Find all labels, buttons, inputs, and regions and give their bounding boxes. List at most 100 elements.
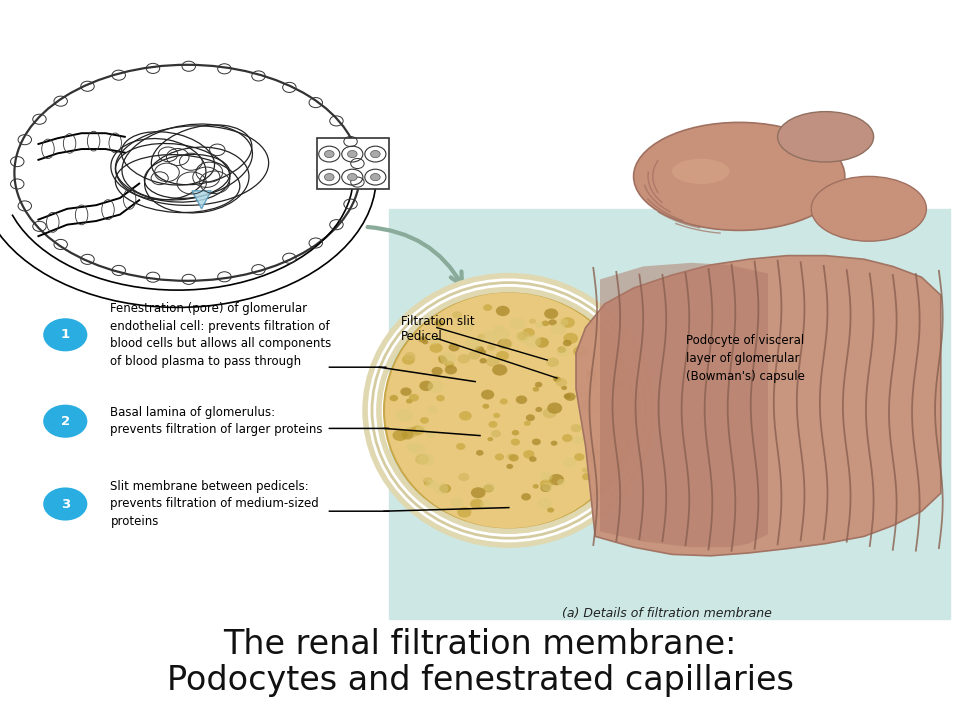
Text: Podocyte of visceral
layer of glomerular
(Bowman's) capsule: Podocyte of visceral layer of glomerular… <box>686 334 805 383</box>
Circle shape <box>526 414 535 421</box>
Circle shape <box>432 367 443 375</box>
Circle shape <box>486 356 500 367</box>
Circle shape <box>512 430 519 436</box>
Circle shape <box>602 398 610 405</box>
Circle shape <box>429 337 439 345</box>
Circle shape <box>492 325 504 333</box>
Circle shape <box>561 318 575 328</box>
Circle shape <box>489 421 497 428</box>
Circle shape <box>475 346 484 353</box>
FancyBboxPatch shape <box>389 209 950 619</box>
Circle shape <box>577 384 592 396</box>
Circle shape <box>402 355 415 364</box>
Circle shape <box>574 454 585 461</box>
Circle shape <box>573 346 588 357</box>
Circle shape <box>563 457 576 467</box>
Polygon shape <box>576 256 941 556</box>
Circle shape <box>587 401 602 413</box>
Circle shape <box>420 381 433 391</box>
Circle shape <box>516 331 530 342</box>
Circle shape <box>324 174 334 181</box>
Circle shape <box>562 386 567 390</box>
Circle shape <box>588 449 600 458</box>
Circle shape <box>556 378 567 387</box>
Circle shape <box>416 426 425 433</box>
Circle shape <box>483 305 492 311</box>
Circle shape <box>458 473 469 481</box>
Circle shape <box>547 508 554 513</box>
Circle shape <box>564 333 578 344</box>
Circle shape <box>481 330 497 343</box>
Circle shape <box>440 352 456 364</box>
Circle shape <box>588 382 597 390</box>
Circle shape <box>581 400 594 410</box>
Circle shape <box>540 484 551 492</box>
Circle shape <box>521 493 531 500</box>
Circle shape <box>570 424 582 432</box>
Circle shape <box>564 392 576 401</box>
Circle shape <box>523 450 535 459</box>
Circle shape <box>401 431 414 440</box>
Circle shape <box>586 370 597 378</box>
Circle shape <box>493 413 500 418</box>
Circle shape <box>593 392 602 398</box>
Circle shape <box>483 482 495 492</box>
Circle shape <box>506 464 514 469</box>
Circle shape <box>600 396 607 401</box>
Circle shape <box>524 420 531 426</box>
Circle shape <box>542 408 557 418</box>
Circle shape <box>587 451 602 463</box>
Circle shape <box>546 358 559 367</box>
Circle shape <box>548 319 557 325</box>
Circle shape <box>572 436 584 444</box>
Circle shape <box>463 323 474 331</box>
Circle shape <box>418 454 434 466</box>
Circle shape <box>610 377 623 388</box>
Circle shape <box>404 427 419 438</box>
Circle shape <box>563 340 571 346</box>
Circle shape <box>599 367 608 374</box>
Circle shape <box>416 454 429 464</box>
Circle shape <box>597 405 604 410</box>
Circle shape <box>410 443 425 455</box>
Circle shape <box>529 456 537 462</box>
Polygon shape <box>600 263 768 547</box>
Circle shape <box>404 352 416 361</box>
Circle shape <box>551 323 566 335</box>
Circle shape <box>559 318 568 326</box>
Circle shape <box>348 174 357 181</box>
Circle shape <box>507 454 515 460</box>
Text: Filtration slit: Filtration slit <box>401 315 475 328</box>
Text: Slit membrane between pedicels:
prevents filtration of medium-sized
proteins: Slit membrane between pedicels: prevents… <box>110 480 319 528</box>
Text: 2: 2 <box>60 415 70 428</box>
Text: The renal filtration membrane:: The renal filtration membrane: <box>224 628 736 661</box>
Circle shape <box>494 454 504 461</box>
Circle shape <box>406 443 419 451</box>
Circle shape <box>445 360 451 365</box>
Circle shape <box>483 404 490 409</box>
Polygon shape <box>192 191 211 209</box>
FancyBboxPatch shape <box>317 138 389 189</box>
Circle shape <box>547 402 563 414</box>
Circle shape <box>448 343 460 351</box>
Circle shape <box>371 174 380 181</box>
Circle shape <box>477 334 486 340</box>
Circle shape <box>582 467 588 473</box>
FancyArrowPatch shape <box>368 227 462 285</box>
Circle shape <box>487 344 495 351</box>
Circle shape <box>586 374 596 382</box>
Circle shape <box>551 441 558 446</box>
Circle shape <box>424 481 430 486</box>
Circle shape <box>434 483 448 494</box>
Circle shape <box>549 474 564 485</box>
Circle shape <box>610 374 622 383</box>
Circle shape <box>43 487 87 521</box>
Circle shape <box>43 318 87 351</box>
Circle shape <box>493 328 510 340</box>
Circle shape <box>558 346 566 353</box>
Circle shape <box>470 499 484 509</box>
Circle shape <box>541 482 553 492</box>
Circle shape <box>480 500 492 510</box>
Circle shape <box>492 430 501 437</box>
Text: 3: 3 <box>60 498 70 510</box>
